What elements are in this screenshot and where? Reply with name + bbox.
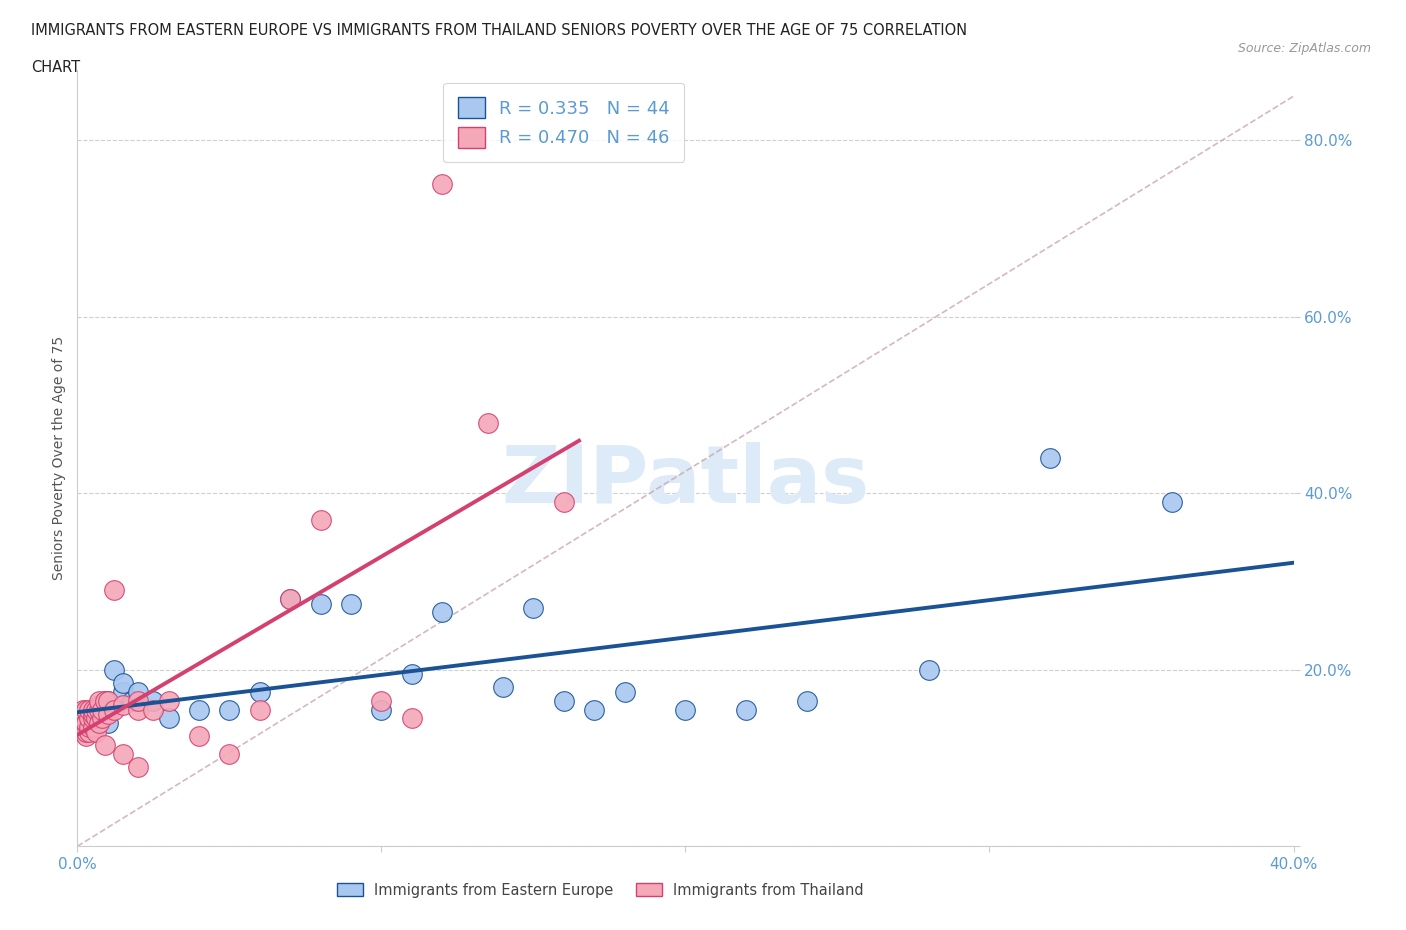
Point — [218, 746, 240, 761]
Point — [75, 728, 97, 743]
Point — [188, 728, 211, 743]
Point — [127, 693, 149, 708]
Y-axis label: Seniors Poverty Over the Age of 75: Seniors Poverty Over the Age of 75 — [52, 336, 66, 580]
Legend: Immigrants from Eastern Europe, Immigrants from Thailand: Immigrants from Eastern Europe, Immigran… — [329, 875, 872, 905]
Point — [553, 495, 575, 510]
Point — [82, 702, 104, 717]
Point — [93, 702, 115, 717]
Point — [79, 711, 101, 725]
Point — [75, 724, 97, 739]
Point — [82, 702, 104, 717]
Point — [75, 715, 97, 730]
Point — [370, 702, 392, 717]
Point — [82, 724, 104, 739]
Point — [84, 711, 107, 725]
Point — [157, 711, 180, 725]
Point — [87, 698, 110, 712]
Point — [477, 416, 499, 431]
Point — [75, 720, 97, 735]
Point — [401, 667, 423, 682]
Point — [218, 702, 240, 717]
Point — [82, 715, 104, 730]
Point — [401, 711, 423, 725]
Point — [111, 698, 134, 712]
Point — [79, 707, 101, 722]
Point — [79, 711, 101, 725]
Point — [278, 591, 301, 606]
Point — [79, 702, 101, 717]
Point — [82, 720, 104, 735]
Point — [87, 693, 110, 708]
Point — [309, 512, 332, 527]
Point — [93, 693, 115, 708]
Point — [309, 596, 332, 611]
Point — [340, 596, 363, 611]
Point — [72, 715, 94, 730]
Text: ZIPatlas: ZIPatlas — [502, 443, 869, 520]
Point — [97, 702, 120, 717]
Point — [796, 693, 818, 708]
Point — [121, 693, 143, 708]
Point — [97, 715, 120, 730]
Point — [84, 702, 107, 717]
Point — [93, 737, 115, 752]
Point — [522, 601, 544, 616]
Point — [82, 711, 104, 725]
Point — [675, 702, 697, 717]
Point — [278, 591, 301, 606]
Point — [93, 693, 115, 708]
Point — [90, 702, 112, 717]
Point — [82, 707, 104, 722]
Point — [97, 693, 120, 708]
Point — [87, 715, 110, 730]
Point — [249, 684, 271, 699]
Point — [142, 693, 165, 708]
Point — [84, 702, 107, 717]
Point — [735, 702, 758, 717]
Point — [72, 715, 94, 730]
Point — [553, 693, 575, 708]
Point — [103, 662, 125, 677]
Point — [1039, 451, 1062, 466]
Point — [157, 693, 180, 708]
Point — [97, 693, 120, 708]
Point — [90, 711, 112, 725]
Text: Source: ZipAtlas.com: Source: ZipAtlas.com — [1237, 42, 1371, 55]
Point — [613, 684, 636, 699]
Point — [249, 702, 271, 717]
Point — [72, 724, 94, 739]
Text: CHART: CHART — [31, 60, 80, 75]
Point — [111, 746, 134, 761]
Point — [84, 724, 107, 739]
Point — [492, 680, 515, 695]
Point — [370, 693, 392, 708]
Point — [111, 675, 134, 690]
Point — [90, 702, 112, 717]
Point — [127, 760, 149, 775]
Point — [111, 684, 134, 699]
Point — [103, 702, 125, 717]
Point — [583, 702, 606, 717]
Text: IMMIGRANTS FROM EASTERN EUROPE VS IMMIGRANTS FROM THAILAND SENIORS POVERTY OVER : IMMIGRANTS FROM EASTERN EUROPE VS IMMIGR… — [31, 23, 967, 38]
Point — [75, 702, 97, 717]
Point — [87, 711, 110, 725]
Point — [127, 684, 149, 699]
Point — [103, 583, 125, 598]
Point — [79, 724, 101, 739]
Point — [97, 707, 120, 722]
Point — [84, 715, 107, 730]
Point — [430, 605, 453, 620]
Point — [188, 702, 211, 717]
Point — [127, 702, 149, 717]
Point — [430, 177, 453, 192]
Point — [142, 702, 165, 717]
Point — [79, 720, 101, 735]
Point — [918, 662, 941, 677]
Point — [1161, 495, 1184, 510]
Point — [72, 702, 94, 717]
Point — [87, 702, 110, 717]
